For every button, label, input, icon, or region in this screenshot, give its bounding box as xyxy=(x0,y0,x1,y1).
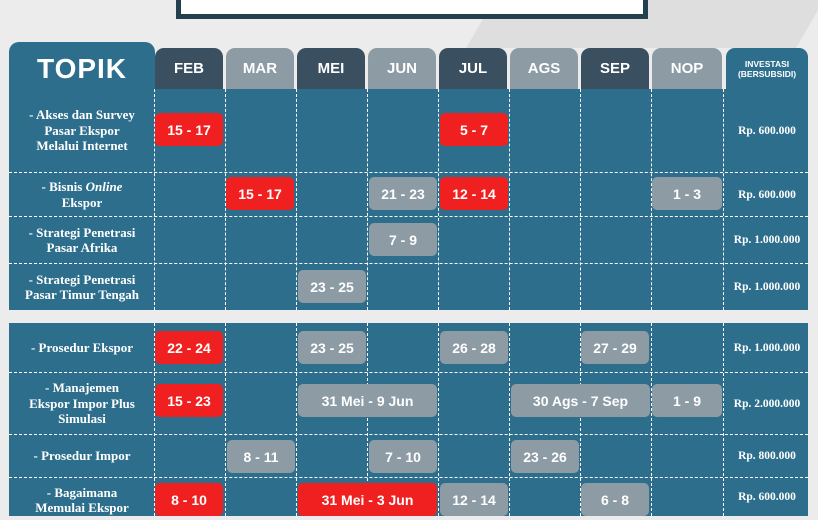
topic-line: - Prosedur Impor xyxy=(33,448,131,464)
column-divider xyxy=(438,323,439,516)
header-month-feb: FEB xyxy=(155,48,223,89)
header-topic: TOPIK xyxy=(9,42,155,95)
column-divider xyxy=(296,89,297,310)
date-pill: 23 - 25 xyxy=(298,331,366,364)
topic-akses-survey: - Akses dan Survey Pasar Ekspor Melalui … xyxy=(11,89,153,172)
topic-line: Ekspor Impor Plus xyxy=(29,395,135,411)
date-pill: 23 - 25 xyxy=(298,270,366,303)
row-divider xyxy=(9,172,808,173)
header-investment-label: INVESTASI xyxy=(744,58,790,69)
column-divider xyxy=(723,323,724,516)
header-investment: INVESTASI (BERSUBSIDI) xyxy=(726,48,808,89)
topic-line: Ekspor xyxy=(61,194,103,210)
date-pill: 15 - 17 xyxy=(226,177,294,210)
column-divider xyxy=(580,89,581,310)
topic-line: - Bisnis xyxy=(41,179,86,194)
topic-line: Pasar Afrika xyxy=(46,240,118,255)
date-pill: 21 - 23 xyxy=(369,177,437,210)
date-pill: 30 Ags - 7 Sep xyxy=(511,384,650,417)
investment-price: Rp. 1.000.000 xyxy=(733,234,801,246)
column-divider xyxy=(509,323,510,516)
topic-line: - Prosedur Ekspor xyxy=(30,339,134,355)
topic-line: - Akses dan Survey xyxy=(29,107,135,123)
topic-line: Memulai Ekspor xyxy=(35,500,129,515)
date-pill: 31 Mei - 9 Jun xyxy=(298,384,437,417)
column-divider xyxy=(723,89,724,310)
header-investment-sublabel: (BERSUBSIDI) xyxy=(737,68,797,79)
column-divider xyxy=(225,89,226,310)
column-divider xyxy=(154,89,155,310)
topic-line: Pasar Timur Tengah xyxy=(25,287,139,302)
topic-line: - Strategi Penetrasi xyxy=(28,224,136,240)
date-pill: 15 - 23 xyxy=(155,384,223,417)
date-pill: 31 Mei - 3 Jun xyxy=(298,483,437,516)
date-pill: 7 - 10 xyxy=(369,440,437,473)
date-pill: 6 - 8 xyxy=(581,483,649,516)
column-divider xyxy=(438,89,439,310)
investment-price: Rp. 1.000.000 xyxy=(733,281,801,293)
date-pill: 1 - 3 xyxy=(652,177,722,210)
topic-prosedur-impor: - Prosedur Impor xyxy=(11,435,153,477)
topic-strategi-afrika: - Strategi Penetrasi Pasar Afrika xyxy=(11,217,153,263)
column-divider xyxy=(580,323,581,516)
topic-prosedur-ekspor: - Prosedur Ekspor xyxy=(11,323,153,372)
header-month-jul: JUL xyxy=(439,48,507,89)
header-month-sep: SEP xyxy=(581,48,649,89)
investment-price: Rp. 600.000 xyxy=(738,188,796,201)
topic-line: - Manajemen xyxy=(44,380,119,396)
header-month-nop: NOP xyxy=(652,48,722,89)
investment-price: Rp. 600.000 xyxy=(738,124,796,137)
date-pill: 23 - 26 xyxy=(511,440,579,473)
row-divider xyxy=(9,372,808,373)
column-divider xyxy=(367,323,368,516)
date-pill: 22 - 24 xyxy=(155,331,223,364)
row-divider xyxy=(9,477,808,478)
date-pill: 12 - 14 xyxy=(440,483,508,516)
header-month-mei: MEI xyxy=(297,48,365,89)
column-divider xyxy=(225,323,226,516)
topic-line: Pasar Ekspor xyxy=(44,122,120,138)
column-divider xyxy=(367,89,368,310)
row-divider xyxy=(9,434,808,435)
topic-line: - Bagaimana xyxy=(46,484,118,500)
date-pill: 7 - 9 xyxy=(369,223,437,256)
column-divider xyxy=(509,89,510,310)
topic-manajemen-ekspor-impor: - Manajemen Ekspor Impor Plus Simulasi xyxy=(11,373,153,434)
date-pill: 1 - 9 xyxy=(652,384,722,417)
topic-bisnis-online: - Bisnis Online Ekspor xyxy=(11,173,153,216)
date-pill: 8 - 10 xyxy=(155,483,223,516)
topic-strategi-timur-tengah: - Strategi Penetrasi Pasar Timur Tengah xyxy=(11,264,153,310)
date-pill: 8 - 11 xyxy=(227,440,295,473)
header-month-jun: JUN xyxy=(368,48,436,89)
header-month-mar: MAR xyxy=(226,48,294,89)
header-month-ags: AGS xyxy=(510,48,578,89)
investment-price: Rp. 1.000.000 xyxy=(733,341,801,354)
date-pill: 15 - 17 xyxy=(155,113,223,146)
row-divider xyxy=(9,216,808,217)
investment-price: Rp. 2.000.000 xyxy=(733,397,801,410)
topic-line: - Strategi Penetrasi xyxy=(28,271,136,287)
column-divider xyxy=(154,323,155,516)
date-pill: 5 - 7 xyxy=(440,113,508,146)
date-pill: 26 - 28 xyxy=(440,331,508,364)
column-divider xyxy=(651,89,652,310)
column-divider xyxy=(296,323,297,516)
investment-price: Rp. 600.000 xyxy=(738,491,796,503)
row-divider xyxy=(9,263,808,264)
topic-line-italic: Online xyxy=(85,179,123,194)
topic-memulai-ekspor: - Bagaimana Memulai Ekspor xyxy=(11,480,153,520)
topic-line: Melalui Internet xyxy=(36,138,128,154)
date-pill: 12 - 14 xyxy=(440,177,508,210)
topic-line: Simulasi xyxy=(58,411,106,427)
investment-price: Rp. 800.000 xyxy=(738,450,796,462)
column-divider xyxy=(651,323,652,516)
date-pill: 27 - 29 xyxy=(581,331,649,364)
title-frame xyxy=(176,0,648,19)
